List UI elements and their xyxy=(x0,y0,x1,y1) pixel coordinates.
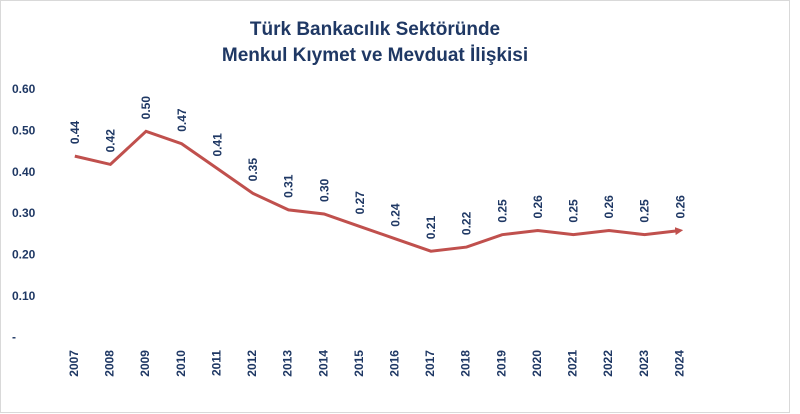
data-label: 0.22 xyxy=(460,211,474,235)
data-label: 0.24 xyxy=(388,203,402,227)
x-tick-label: 2013 xyxy=(281,350,295,377)
data-label: 0.50 xyxy=(139,96,153,120)
x-tick-label: 2012 xyxy=(245,350,259,377)
data-label: 0.44 xyxy=(68,120,82,144)
data-label: 0.21 xyxy=(424,216,438,240)
x-tick-label: 2023 xyxy=(637,350,651,377)
data-label: 0.47 xyxy=(175,108,189,132)
x-tick-label: 2024 xyxy=(672,350,686,377)
data-label: 0.30 xyxy=(317,178,331,202)
y-tick-label: 0.20 xyxy=(12,248,36,262)
x-tick-label: 2008 xyxy=(103,350,117,377)
data-label: 0.25 xyxy=(567,199,581,223)
y-tick-label: - xyxy=(12,330,16,344)
x-tick-label: 2019 xyxy=(494,350,508,377)
data-label: 0.26 xyxy=(531,195,545,219)
x-tick-label: 2011 xyxy=(209,350,223,376)
chart-title: Türk Bankacılık Sektöründe xyxy=(250,19,500,40)
x-tick-label: 2016 xyxy=(387,350,401,377)
data-label: 0.41 xyxy=(210,133,224,157)
data-label: 0.42 xyxy=(104,129,118,153)
y-tick-label: 0.50 xyxy=(12,124,36,138)
data-label: 0.27 xyxy=(353,191,367,215)
x-tick-label: 2021 xyxy=(566,350,580,377)
data-label: 0.26 xyxy=(602,195,616,219)
data-label: 0.31 xyxy=(282,174,296,198)
y-tick-label: 0.30 xyxy=(12,206,36,220)
x-tick-label: 2017 xyxy=(423,350,437,377)
y-tick-label: 0.40 xyxy=(12,165,36,179)
y-tick-label: 0.60 xyxy=(12,82,36,96)
y-tick-label: 0.10 xyxy=(12,289,36,303)
x-tick-label: 2009 xyxy=(138,350,152,377)
x-tick-label: 2020 xyxy=(530,350,544,377)
data-label: 0.26 xyxy=(673,195,687,219)
x-tick-label: 2018 xyxy=(459,350,473,377)
data-line xyxy=(74,129,684,253)
data-label: 0.25 xyxy=(638,199,652,223)
x-tick-label: 2007 xyxy=(67,350,81,377)
chart-title: Menkul Kıymet ve Mevduat İlişkisi xyxy=(222,45,528,66)
x-tick-label: 2010 xyxy=(174,350,188,377)
x-tick-label: 2014 xyxy=(316,350,330,377)
data-label: 0.25 xyxy=(495,199,509,223)
x-tick-label: 2015 xyxy=(352,350,366,377)
x-tick-label: 2022 xyxy=(601,350,615,377)
data-label: 0.35 xyxy=(246,158,260,182)
